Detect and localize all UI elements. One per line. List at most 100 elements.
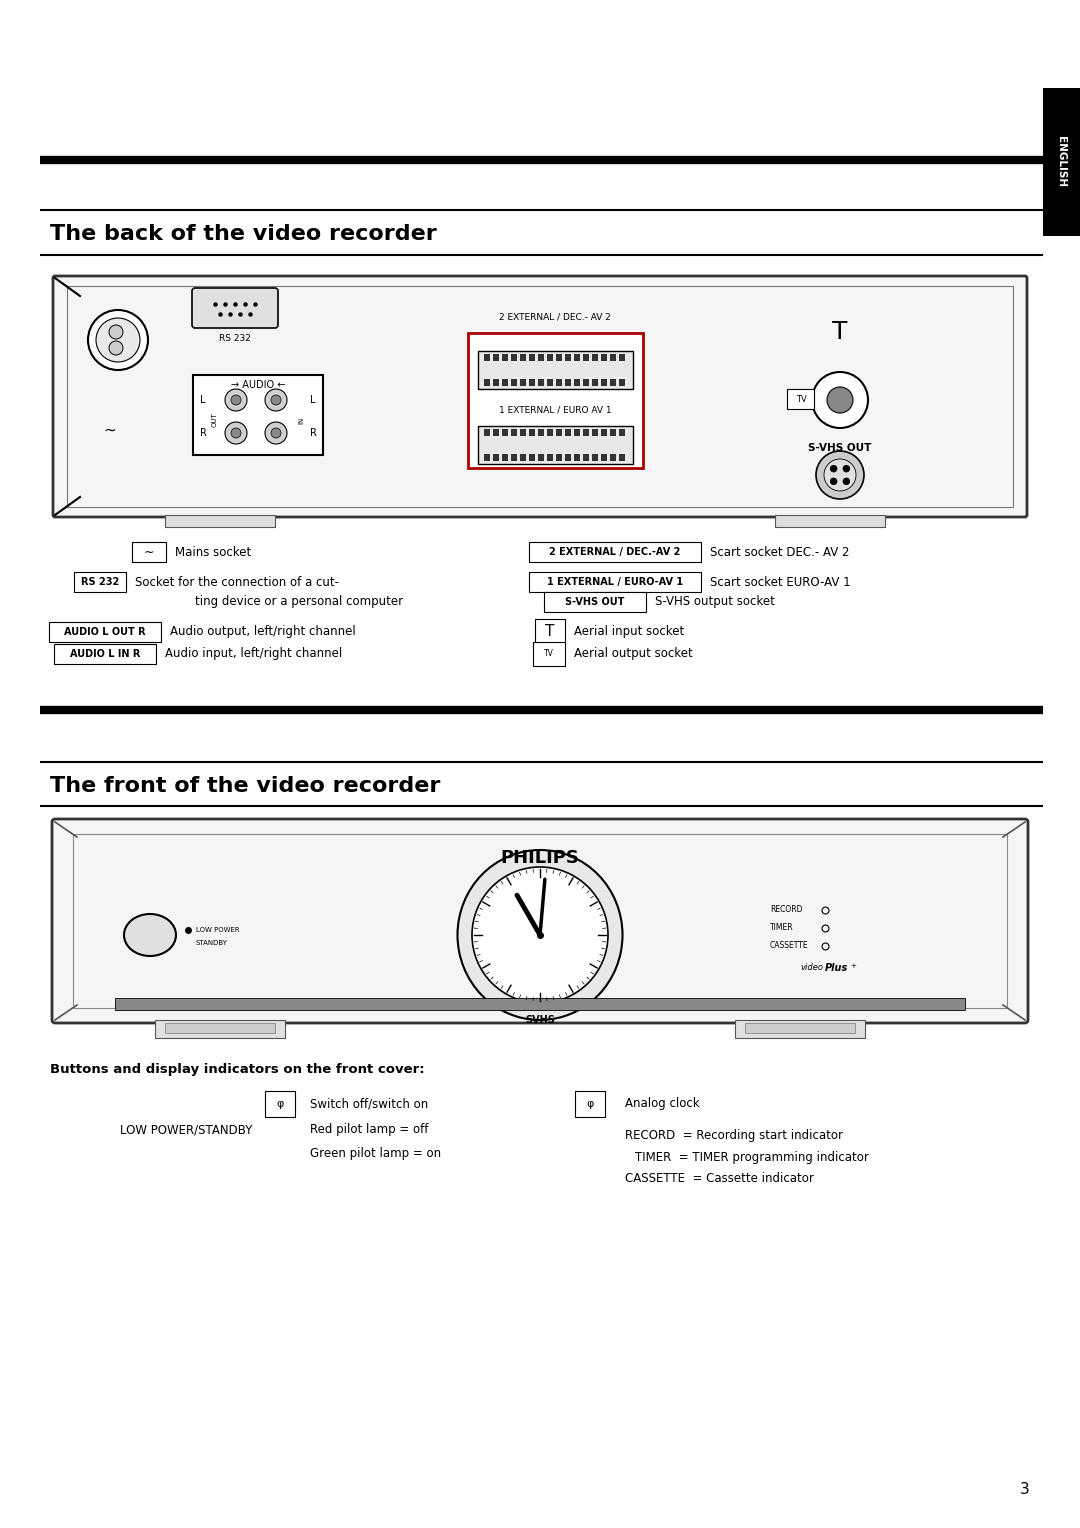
FancyBboxPatch shape bbox=[192, 287, 278, 329]
FancyBboxPatch shape bbox=[556, 354, 563, 361]
FancyBboxPatch shape bbox=[53, 277, 1027, 516]
FancyBboxPatch shape bbox=[556, 379, 563, 387]
Circle shape bbox=[231, 428, 241, 439]
Text: Socket for the connection of a cut-: Socket for the connection of a cut- bbox=[135, 576, 339, 588]
FancyBboxPatch shape bbox=[600, 354, 607, 361]
Circle shape bbox=[109, 341, 123, 354]
FancyBboxPatch shape bbox=[600, 429, 607, 435]
FancyBboxPatch shape bbox=[519, 379, 526, 387]
FancyBboxPatch shape bbox=[502, 354, 509, 361]
Circle shape bbox=[842, 478, 850, 484]
Circle shape bbox=[812, 371, 868, 428]
FancyBboxPatch shape bbox=[519, 354, 526, 361]
FancyBboxPatch shape bbox=[529, 379, 536, 387]
Circle shape bbox=[225, 390, 247, 411]
Text: Switch off/switch on: Switch off/switch on bbox=[310, 1097, 429, 1111]
Text: → AUDIO ←: → AUDIO ← bbox=[231, 380, 285, 390]
FancyBboxPatch shape bbox=[546, 454, 553, 461]
Text: Plus: Plus bbox=[825, 963, 848, 973]
Text: ∼: ∼ bbox=[144, 545, 154, 559]
FancyBboxPatch shape bbox=[478, 426, 633, 465]
Text: AUDIO L IN R: AUDIO L IN R bbox=[70, 649, 140, 659]
Text: Red pilot lamp = off: Red pilot lamp = off bbox=[310, 1123, 429, 1137]
Text: The back of the video recorder: The back of the video recorder bbox=[50, 225, 436, 244]
Circle shape bbox=[265, 390, 287, 411]
FancyBboxPatch shape bbox=[75, 571, 126, 591]
Text: Audio output, left/right channel: Audio output, left/right channel bbox=[170, 625, 355, 639]
FancyBboxPatch shape bbox=[583, 429, 590, 435]
Circle shape bbox=[96, 318, 140, 362]
Text: RS 232: RS 232 bbox=[81, 578, 119, 587]
Text: RECORD  = Recording start indicator: RECORD = Recording start indicator bbox=[625, 1129, 843, 1141]
FancyBboxPatch shape bbox=[787, 390, 814, 410]
Text: TIMER  = TIMER programming indicator: TIMER = TIMER programming indicator bbox=[635, 1151, 869, 1163]
FancyBboxPatch shape bbox=[573, 454, 580, 461]
FancyBboxPatch shape bbox=[573, 429, 580, 435]
FancyBboxPatch shape bbox=[538, 379, 544, 387]
Circle shape bbox=[109, 325, 123, 339]
Text: AUDIO L OUT R: AUDIO L OUT R bbox=[64, 626, 146, 637]
Text: 1 EXTERNAL / EURO AV 1: 1 EXTERNAL / EURO AV 1 bbox=[499, 405, 611, 414]
FancyBboxPatch shape bbox=[529, 354, 536, 361]
Text: Scart socket DEC.- AV 2: Scart socket DEC.- AV 2 bbox=[710, 545, 850, 559]
FancyBboxPatch shape bbox=[492, 429, 499, 435]
Circle shape bbox=[831, 465, 837, 472]
Text: PHILIPS: PHILIPS bbox=[500, 850, 580, 866]
FancyBboxPatch shape bbox=[265, 1091, 295, 1117]
Circle shape bbox=[271, 396, 281, 405]
FancyBboxPatch shape bbox=[538, 354, 544, 361]
FancyBboxPatch shape bbox=[573, 354, 580, 361]
Text: Aerial output socket: Aerial output socket bbox=[573, 648, 692, 660]
FancyBboxPatch shape bbox=[583, 379, 590, 387]
Text: Aerial input socket: Aerial input socket bbox=[573, 625, 685, 639]
FancyBboxPatch shape bbox=[610, 429, 617, 435]
Text: IN: IN bbox=[298, 416, 303, 423]
FancyBboxPatch shape bbox=[156, 1021, 285, 1038]
Text: T: T bbox=[833, 319, 848, 344]
FancyBboxPatch shape bbox=[529, 571, 701, 591]
Circle shape bbox=[271, 428, 281, 439]
Text: LOW POWER: LOW POWER bbox=[195, 927, 240, 934]
Text: 3: 3 bbox=[1021, 1482, 1030, 1497]
Text: SVHS: SVHS bbox=[525, 1015, 555, 1025]
Text: R: R bbox=[310, 428, 316, 439]
FancyBboxPatch shape bbox=[775, 515, 885, 527]
Circle shape bbox=[842, 465, 850, 472]
FancyBboxPatch shape bbox=[610, 454, 617, 461]
Circle shape bbox=[265, 422, 287, 445]
Text: TIMER: TIMER bbox=[770, 923, 794, 932]
Text: 1 EXTERNAL / EURO-AV 1: 1 EXTERNAL / EURO-AV 1 bbox=[546, 578, 683, 587]
Text: +: + bbox=[850, 963, 855, 969]
FancyBboxPatch shape bbox=[565, 454, 571, 461]
Text: 2 EXTERNAL / DEC.- AV 2: 2 EXTERNAL / DEC.- AV 2 bbox=[499, 312, 611, 321]
FancyBboxPatch shape bbox=[511, 379, 517, 387]
Text: CASSETTE: CASSETTE bbox=[770, 941, 809, 950]
FancyBboxPatch shape bbox=[544, 591, 646, 613]
Circle shape bbox=[824, 458, 856, 490]
FancyBboxPatch shape bbox=[546, 379, 553, 387]
FancyBboxPatch shape bbox=[592, 454, 598, 461]
FancyBboxPatch shape bbox=[546, 429, 553, 435]
Text: L: L bbox=[310, 396, 315, 405]
FancyBboxPatch shape bbox=[619, 454, 625, 461]
FancyBboxPatch shape bbox=[492, 379, 499, 387]
Text: Mains socket: Mains socket bbox=[175, 545, 252, 559]
Circle shape bbox=[225, 422, 247, 445]
FancyBboxPatch shape bbox=[600, 379, 607, 387]
FancyBboxPatch shape bbox=[492, 454, 499, 461]
Text: RECORD: RECORD bbox=[770, 906, 802, 914]
FancyBboxPatch shape bbox=[565, 354, 571, 361]
Text: Analog clock: Analog clock bbox=[625, 1097, 700, 1111]
Text: TV: TV bbox=[544, 649, 554, 659]
Text: video: video bbox=[800, 964, 823, 972]
FancyBboxPatch shape bbox=[583, 354, 590, 361]
Ellipse shape bbox=[124, 914, 176, 957]
Text: The front of the video recorder: The front of the video recorder bbox=[50, 776, 441, 796]
FancyBboxPatch shape bbox=[610, 354, 617, 361]
Text: Green pilot lamp = on: Green pilot lamp = on bbox=[310, 1146, 441, 1160]
FancyBboxPatch shape bbox=[565, 429, 571, 435]
FancyBboxPatch shape bbox=[484, 379, 490, 387]
FancyBboxPatch shape bbox=[52, 819, 1028, 1024]
Text: OUT: OUT bbox=[212, 413, 218, 428]
Text: STANDBY: STANDBY bbox=[195, 940, 228, 946]
